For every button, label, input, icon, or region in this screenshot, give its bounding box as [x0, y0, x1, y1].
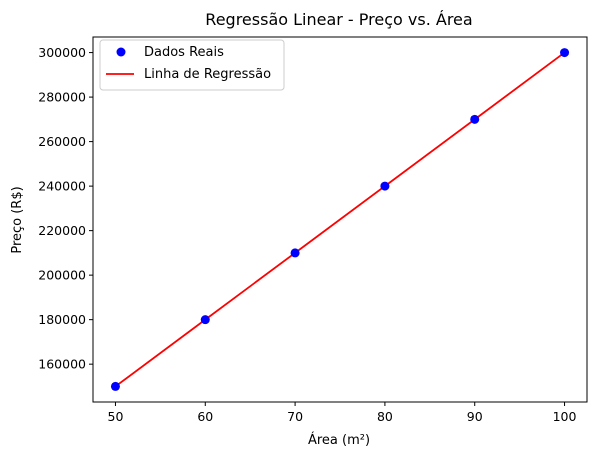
data-point-2	[290, 248, 300, 258]
x-tick-label-0: 50	[108, 409, 124, 424]
y-tick-label-7: 300000	[38, 45, 86, 60]
x-tick-label-5: 100	[553, 409, 577, 424]
chart-title: Regressão Linear - Preço vs. Área	[205, 10, 472, 29]
x-tick-label-2: 70	[287, 409, 303, 424]
plot-area-frame	[92, 36, 588, 403]
x-tick-label-4: 90	[467, 409, 483, 424]
legend: Dados Reais Linha de Regressão	[99, 39, 285, 91]
x-tick-label-3: 80	[377, 409, 393, 424]
y-tick-label-0: 160000	[38, 357, 86, 372]
x-tick-label-1: 60	[197, 409, 213, 424]
regression-line-layer	[114, 51, 566, 388]
legend-box	[99, 39, 285, 91]
data-point-3	[380, 181, 390, 191]
data-point-0	[110, 381, 120, 391]
y-tick-label-6: 280000	[38, 90, 86, 105]
legend-label-dados-reais: Dados Reais	[144, 45, 224, 60]
legend-marker-dados-reais	[116, 47, 126, 57]
x-axis-label: Área (m²)	[308, 432, 370, 448]
data-point-4	[470, 114, 480, 124]
y-tick-label-3: 220000	[38, 223, 86, 238]
y-tick-label-2: 200000	[38, 268, 86, 283]
legend-label-linha-regressao: Linha de Regressão	[144, 67, 271, 82]
x-axis-ticks: 50 60 70 80 90 100	[108, 402, 577, 424]
regression-line	[114, 51, 566, 388]
y-axis-ticks: 160000 180000 200000 220000 240000 260000 2800…	[38, 45, 93, 372]
y-axis-label: Preço (R$)	[10, 186, 25, 253]
y-tick-label-4: 240000	[38, 179, 86, 194]
y-tick-label-1: 180000	[38, 312, 86, 327]
data-points-layer	[110, 48, 570, 391]
data-point-1	[200, 315, 210, 325]
y-tick-label-5: 260000	[38, 134, 86, 149]
data-point-5	[560, 48, 570, 58]
